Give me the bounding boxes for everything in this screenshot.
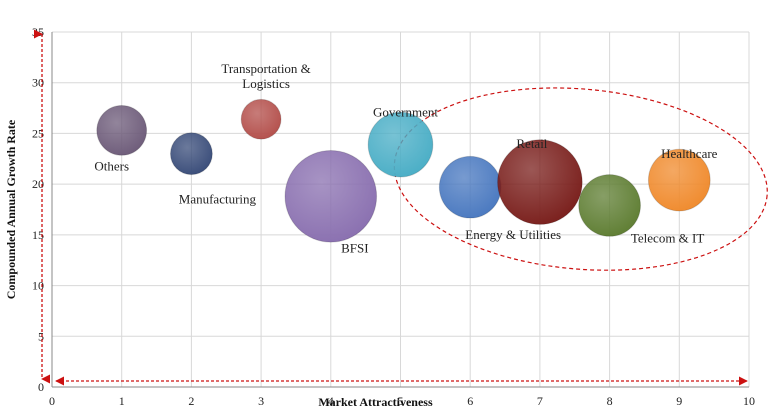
bubble-label: Telecom & IT — [631, 230, 705, 245]
bubble-label: Government — [373, 105, 438, 120]
bubble-label: Others — [94, 158, 129, 173]
x-tick-label: 7 — [537, 394, 543, 408]
x-tick-label: 10 — [743, 394, 755, 408]
y-tick-label: 5 — [38, 329, 44, 343]
bubble — [367, 111, 434, 178]
y-axis-label: Compounded Annual Growth Rate — [4, 119, 18, 299]
bubble — [240, 98, 282, 140]
gridlines — [51, 31, 750, 388]
y-tick-label: 0 — [38, 380, 44, 394]
bubble — [438, 155, 502, 219]
bubble — [647, 148, 711, 212]
y-tick-label: 25 — [32, 126, 44, 140]
bubble — [578, 174, 641, 237]
bubble-label: Transportation & Logistics — [221, 61, 310, 91]
bubble — [169, 132, 213, 176]
bubble — [96, 104, 148, 156]
bubble-label: Healthcare — [661, 146, 718, 161]
bubbles — [96, 98, 711, 243]
bubble-label: Manufacturing — [179, 192, 257, 207]
axes — [51, 32, 749, 388]
x-tick-label: 4 — [328, 394, 334, 408]
y-tick-label: 30 — [32, 76, 44, 90]
bubble — [284, 150, 378, 243]
bubble-label: Retail — [516, 136, 547, 151]
x-tick-label: 9 — [676, 394, 682, 408]
x-tick-label: 5 — [398, 394, 404, 408]
x-tick-label: 3 — [258, 394, 264, 408]
x-tick-label: 1 — [119, 394, 125, 408]
bubble-labels: Others Manufacturing Transportation & Logis… — [94, 61, 717, 255]
x-tick-label: 0 — [49, 394, 55, 408]
bubble — [497, 139, 583, 225]
x-axis-label: Market Attractiveness — [318, 395, 433, 409]
x-tick-label: 6 — [467, 394, 473, 408]
bubble-label: Energy & Utilities — [465, 227, 561, 242]
x-tick-label: 8 — [607, 394, 613, 408]
x-tick-label: 2 — [188, 394, 194, 408]
bubble-label: BFSI — [341, 240, 368, 255]
